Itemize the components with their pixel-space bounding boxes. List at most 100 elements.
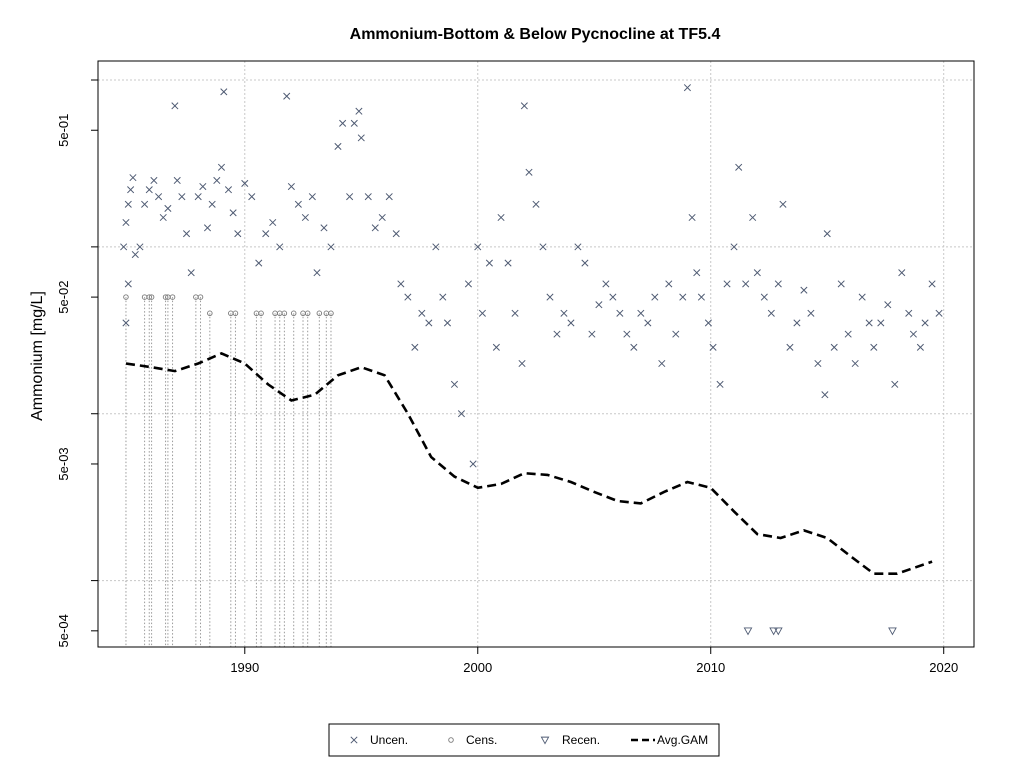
uncensored-point — [830, 343, 838, 351]
uncensored-point — [439, 293, 447, 301]
uncensored-point — [735, 163, 743, 171]
uncensored-point — [276, 243, 284, 251]
uncensored-point — [469, 460, 477, 468]
uncensored-point — [616, 309, 624, 317]
uncensored-point — [255, 259, 263, 267]
x-tick-label: 2010 — [696, 660, 725, 675]
uncensored-point — [916, 343, 924, 351]
uncensored-point — [672, 330, 680, 338]
uncensored-point — [760, 293, 768, 301]
uncensored-point — [357, 134, 365, 142]
uncensored-point — [774, 280, 782, 288]
uncensored-point — [560, 309, 568, 317]
uncensored-point — [464, 280, 472, 288]
x-tick-label: 1990 — [230, 660, 259, 675]
uncensored-point — [858, 293, 866, 301]
uncensored-point — [327, 243, 335, 251]
uncensored-point — [935, 309, 943, 317]
uncensored-point — [630, 343, 638, 351]
uncensored-point — [807, 309, 815, 317]
uncensored-point — [136, 243, 144, 251]
censored-point — [197, 294, 204, 300]
uncensored-point — [679, 293, 687, 301]
uncensored-point — [644, 319, 652, 327]
uncensored-point — [339, 119, 347, 127]
legend-box — [328, 723, 720, 757]
uncensored-point — [159, 213, 167, 222]
uncensored-point — [378, 213, 386, 222]
uncensored-point — [124, 200, 132, 208]
uncensored-point — [432, 243, 440, 251]
uncensored-point — [877, 319, 885, 327]
censored-point — [316, 310, 323, 317]
legend-circle-icon — [448, 737, 454, 743]
legend-label: Cens. — [466, 733, 497, 747]
uncensored-point — [504, 259, 512, 267]
legend-triangle-icon — [540, 736, 550, 745]
recensored-point — [888, 627, 897, 636]
uncensored-point — [851, 359, 859, 368]
uncensored-point — [898, 269, 906, 277]
uncensored-point — [294, 200, 302, 208]
uncensored-point — [371, 224, 379, 232]
uncensored-point — [623, 330, 631, 338]
uncensored-point — [546, 293, 554, 301]
uncensored-point — [567, 319, 575, 327]
recensored-point — [773, 627, 783, 636]
recensored-point — [743, 627, 753, 636]
uncensored-point — [248, 193, 256, 201]
legend-x-mark-icon — [350, 736, 358, 744]
uncensored-point — [150, 176, 158, 185]
uncensored-point — [553, 330, 561, 338]
uncensored-point — [392, 230, 400, 238]
uncensored-point — [122, 218, 130, 227]
legend-label: Uncen. — [370, 733, 408, 747]
uncensored-point — [355, 107, 363, 115]
uncensored-point — [539, 243, 547, 251]
uncensored-point — [581, 259, 589, 267]
uncensored-point — [187, 269, 195, 277]
uncensored-point — [404, 293, 412, 301]
uncensored-point — [844, 330, 852, 338]
uncensored-point — [574, 243, 582, 251]
uncensored-point — [704, 319, 712, 327]
uncensored-point — [287, 182, 295, 191]
gam-trend-line — [125, 351, 933, 575]
uncensored-point — [921, 319, 929, 327]
uncensored-point — [637, 309, 645, 317]
uncensored-point — [665, 280, 673, 288]
censored-point — [169, 294, 176, 300]
uncensored-point — [124, 280, 132, 288]
censored-point — [304, 310, 311, 317]
uncensored-point — [457, 410, 466, 418]
uncensored-point — [518, 359, 526, 368]
uncensored-point — [485, 259, 493, 267]
censored-point — [258, 310, 264, 317]
uncensored-point — [308, 193, 316, 201]
uncensored-point — [199, 182, 207, 191]
plot-frame — [97, 60, 975, 648]
uncensored-point — [173, 176, 181, 185]
uncensored-point — [492, 343, 500, 351]
uncensored-point — [234, 230, 242, 238]
censored-point — [148, 294, 155, 300]
axis-ticks: 1990 2000 2010 2020 5e-04 5e-03 5e-02 5e-01 — [56, 79, 958, 675]
uncensored-point — [229, 209, 237, 217]
legend-label: Recen. — [562, 733, 600, 747]
uncensored-point — [350, 119, 358, 127]
uncensored-point — [411, 343, 419, 351]
uncensored-point — [346, 193, 354, 201]
uncensored-point — [753, 269, 761, 277]
uncensored-point — [779, 200, 787, 208]
uncensored-point — [220, 88, 228, 96]
uncensored-point — [313, 269, 321, 277]
uncensored-point — [474, 243, 482, 251]
uncensored-point — [443, 319, 452, 327]
uncensored-point — [208, 200, 216, 208]
censored-point — [123, 294, 129, 300]
uncensored-point — [905, 309, 913, 317]
uncensored-point — [658, 359, 666, 368]
y-tick-label: 5e-04 — [56, 614, 71, 647]
uncensored-point — [595, 301, 603, 309]
